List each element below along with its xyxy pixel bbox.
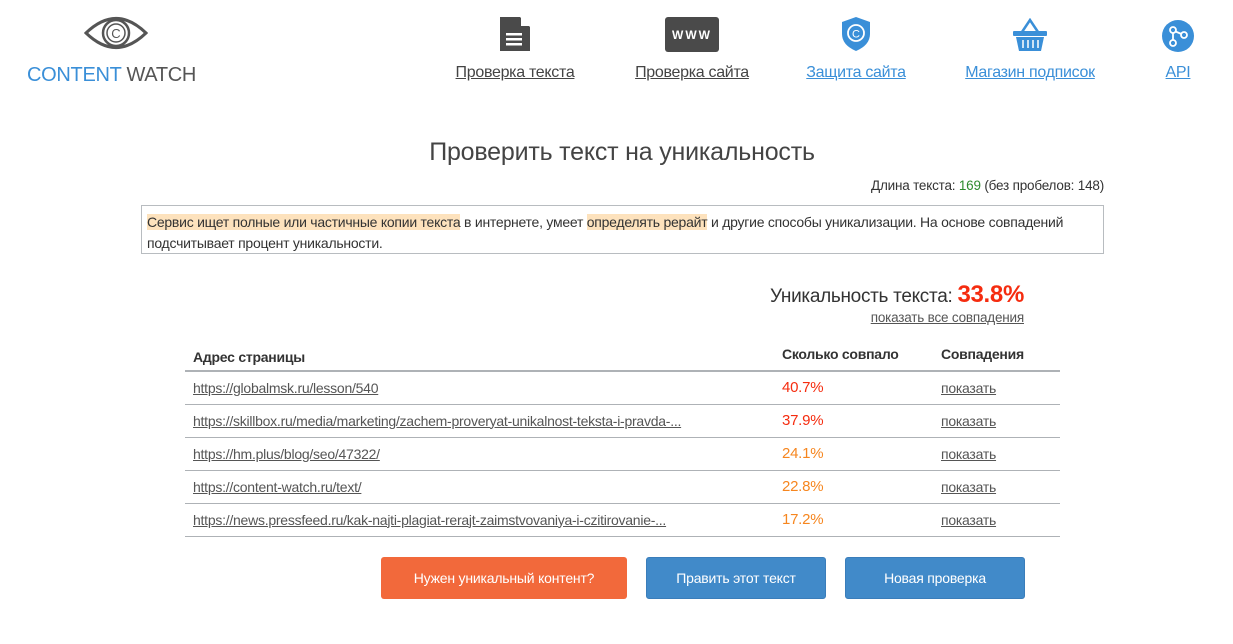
table-row: https://content-watch.ru/text/ 22.8% пок… <box>185 470 1060 504</box>
checked-text: Сервис ищет полные или частичные копии т… <box>141 205 1104 254</box>
edit-text-button[interactable]: Править этот текст <box>646 557 826 599</box>
document-icon <box>500 17 530 51</box>
show-all-matches-link[interactable]: показать все совпадения <box>870 310 1024 325</box>
logo-text[interactable]: CONTENT WATCH <box>27 64 197 86</box>
table-row: https://hm.plus/blog/seo/47322/ 24.1% по… <box>185 437 1060 471</box>
match-percent: 17.2% <box>774 503 933 537</box>
svg-text:C: C <box>852 29 860 41</box>
show-match-link[interactable]: показать <box>941 478 997 495</box>
match-highlight: определять рерайт <box>586 214 708 230</box>
page-title: Проверить текст на уникальность <box>429 138 815 166</box>
match-percent: 37.9% <box>774 404 933 438</box>
match-url-link[interactable]: https://globalmsk.ru/lesson/540 <box>193 379 379 396</box>
show-match-link[interactable]: показать <box>941 412 997 429</box>
match-percent: 24.1% <box>774 437 933 471</box>
uniqueness-result: Уникальность текста: 33.8% <box>769 281 1024 308</box>
uniqueness-value: 33.8% <box>957 281 1024 308</box>
match-percent: 22.8% <box>774 470 933 504</box>
show-match-link[interactable]: показать <box>941 445 997 462</box>
nav-site-check[interactable]: WWW Проверка сайта <box>602 0 782 82</box>
match-url-link[interactable]: https://hm.plus/blog/seo/47322/ <box>193 445 380 462</box>
match-percent: 40.7% <box>774 371 933 405</box>
matches-table: Адрес страницы Сколько совпало Совпадени… <box>185 338 1060 537</box>
match-url-link[interactable]: https://skillbox.ru/media/marketing/zach… <box>193 412 682 429</box>
need-unique-content-button[interactable]: Нужен уникальный контент? <box>381 557 627 599</box>
table-row: https://skillbox.ru/media/marketing/zach… <box>185 404 1060 438</box>
nav-text-check[interactable]: Проверка текста <box>425 0 605 82</box>
match-highlight: Сервис ищет полные или частичные копии т… <box>147 214 461 230</box>
basket-icon <box>1013 18 1047 51</box>
match-url-link[interactable]: https://news.pressfeed.ru/kak-najti-plag… <box>193 511 667 528</box>
nav-subscriptions[interactable]: Магазин подписок <box>940 0 1120 82</box>
svg-text:WWW: WWW <box>672 28 712 42</box>
header-matches: Совпадения <box>933 338 1060 372</box>
header-url: Адрес страницы <box>185 338 774 372</box>
svg-text:C: C <box>111 26 120 41</box>
api-nodes-icon <box>1162 20 1194 52</box>
eye-copyright-logo-icon: C <box>84 17 148 49</box>
table-row: https://globalmsk.ru/lesson/540 40.7% по… <box>185 371 1060 405</box>
match-url-link[interactable]: https://content-watch.ru/text/ <box>193 478 362 495</box>
new-check-button[interactable]: Новая проверка <box>845 557 1025 599</box>
nav-site-protection[interactable]: C Защита сайта <box>766 0 946 82</box>
header-match: Сколько совпало <box>774 338 933 372</box>
show-match-link[interactable]: показать <box>941 379 997 396</box>
shield-copyright-icon: C <box>842 17 870 51</box>
nav-api[interactable]: API <box>1088 0 1233 82</box>
text-length: Длина текста: 169 (без пробелов: 148) <box>871 178 1104 193</box>
www-icon: WWW <box>665 17 719 52</box>
show-match-link[interactable]: показать <box>941 511 997 528</box>
table-row: https://news.pressfeed.ru/kak-najti-plag… <box>185 503 1060 537</box>
